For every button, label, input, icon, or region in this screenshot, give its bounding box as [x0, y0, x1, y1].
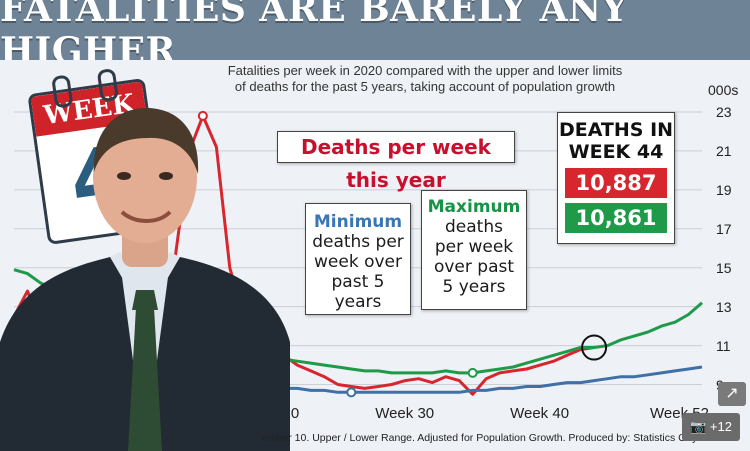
callout-minimum-keyword: Minimum: [313, 212, 403, 232]
photo-gallery-button[interactable]: 📷 +12: [682, 413, 740, 441]
marker-this_year-week-44: [581, 334, 608, 361]
y-tick-label: 23: [716, 104, 732, 120]
tie: [128, 307, 162, 451]
person-photo: [0, 107, 290, 451]
y-tick-label: 21: [716, 142, 732, 159]
marker-minimum-week-26: [346, 387, 357, 398]
y-tick-label: 19: [716, 181, 732, 198]
callout-minimum-line-2: week over: [314, 252, 402, 272]
marker-this_year-week-15: [197, 110, 208, 121]
callout-this-year-label: Deaths per week this year: [301, 135, 491, 192]
y-tick-label: 17: [716, 220, 732, 237]
callout-maximum-line-2: per week: [434, 237, 514, 257]
callout-maximum-line-1: deaths: [445, 217, 503, 237]
deaths-week-44-box: DEATHS IN WEEK 44 10,887 10,861: [557, 112, 675, 244]
page-title: FATALITIES ARE BARELY ANY HIGHER: [0, 0, 628, 72]
callout-minimum-line-1: deaths per: [312, 232, 404, 252]
share-icon: ↗: [725, 385, 739, 402]
callout-minimum-line-3: past 5 years: [331, 272, 385, 312]
hair: [93, 107, 199, 174]
callout-minimum: Minimum deaths per week over past 5 year…: [305, 203, 411, 315]
smile: [120, 210, 172, 223]
share-button[interactable]: ↗: [718, 382, 746, 406]
photo-count: +12: [709, 419, 732, 434]
subtitle-line-2: of deaths for the past 5 years, taking a…: [234, 79, 616, 94]
callout-this-year: Deaths per week this year: [277, 131, 515, 192]
right-eye: [159, 172, 173, 180]
deaths-box-title: DEATHS IN WEEK 44: [558, 119, 674, 163]
left-eye: [117, 172, 131, 180]
deaths-box-title-line-2: WEEK 44: [568, 141, 664, 163]
subtitle-line-1: Fatalities per week in 2020 compared wit…: [227, 63, 623, 78]
callout-maximum-keyword: Maximum: [427, 197, 521, 217]
calendar-ring-icon: [96, 68, 119, 103]
title-banner: FATALITIES ARE BARELY ANY HIGHER: [0, 0, 750, 72]
callout-maximum: Maximum deaths per week over past 5 year…: [421, 190, 527, 310]
y-tick-label: 13: [716, 298, 732, 315]
deaths-green-value: 10,861: [565, 203, 667, 233]
marker-maximum-week-35: [467, 367, 478, 378]
series-markers: [197, 110, 608, 398]
callout-maximum-line-3: over past: [433, 257, 515, 277]
y-axis-unit: 000s: [708, 82, 739, 98]
camera-icon: 📷: [690, 419, 707, 434]
chart-source-footer: ember 10. Upper / Lower Range. Adjusted …: [262, 432, 698, 444]
x-tick-label: Week 30: [375, 405, 435, 422]
x-tick-label: Week 40: [510, 405, 570, 422]
tie-knot: [132, 290, 158, 310]
callout-maximum-line-4: 5 years: [442, 277, 506, 297]
deaths-box-title-line-1: DEATHS IN: [558, 119, 674, 141]
chart-subtitle: Fatalities per week in 2020 compared wit…: [200, 63, 650, 95]
y-tick-label: 11: [716, 337, 731, 354]
face: [93, 111, 197, 243]
deaths-red-value: 10,887: [565, 168, 667, 198]
y-tick-label: 15: [716, 259, 732, 276]
